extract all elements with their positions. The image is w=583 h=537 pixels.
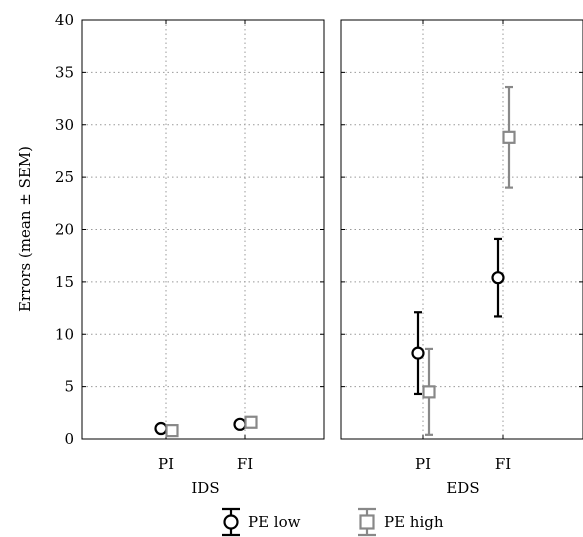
marker-square (165, 424, 179, 438)
legend-label: PE low (248, 513, 301, 531)
y-tick-label: 40 (55, 11, 74, 29)
data-point-pe-high (244, 415, 258, 429)
x-tick-label: PI (415, 455, 431, 473)
legend-label: PE high (384, 513, 444, 531)
data-point-pe-low (411, 311, 425, 396)
x-axis-label: IDS (191, 479, 219, 497)
y-tick-label: 25 (55, 168, 74, 186)
panel-ids: 0 5 10 15 20 25 30 35 40 PI FI IDS (55, 11, 325, 497)
marker-square (422, 385, 436, 399)
x-tick-label: PI (158, 455, 174, 473)
data-point-pe-low (154, 421, 168, 436)
marker-circle (491, 271, 505, 285)
data-point-pe-high (165, 424, 179, 438)
data-point-pe-low (233, 417, 247, 431)
legend-marker-square-icon (359, 514, 375, 530)
data-point-pe-high (422, 347, 436, 436)
marker-square (502, 130, 516, 144)
y-tick-label: 10 (55, 325, 74, 343)
y-tick-label: 0 (64, 430, 74, 448)
marker-circle (411, 346, 425, 360)
y-tick-label: 20 (55, 221, 74, 239)
x-tick-label: FI (495, 455, 511, 473)
y-tick-label: 5 (64, 378, 74, 396)
y-tick-label: 30 (55, 116, 74, 134)
marker-circle (154, 421, 168, 436)
panel-eds: PI FI EDS (340, 19, 583, 497)
y-tick-label: 35 (55, 63, 74, 81)
marker-circle (233, 417, 247, 431)
legend: PE low PE high (222, 507, 444, 537)
y-tick-label: 15 (55, 273, 74, 291)
data-point-pe-high (502, 85, 516, 189)
legend-item-pe-high: PE high (358, 507, 444, 537)
x-axis-label: EDS (446, 479, 479, 497)
data-point-pe-low (491, 237, 505, 318)
marker-square (244, 415, 258, 429)
legend-marker-circle-icon (223, 514, 239, 530)
y-axis-label: Errors (mean ± SEM) (16, 146, 34, 312)
x-tick-label: FI (237, 455, 253, 473)
legend-item-pe-low: PE low (222, 507, 301, 537)
